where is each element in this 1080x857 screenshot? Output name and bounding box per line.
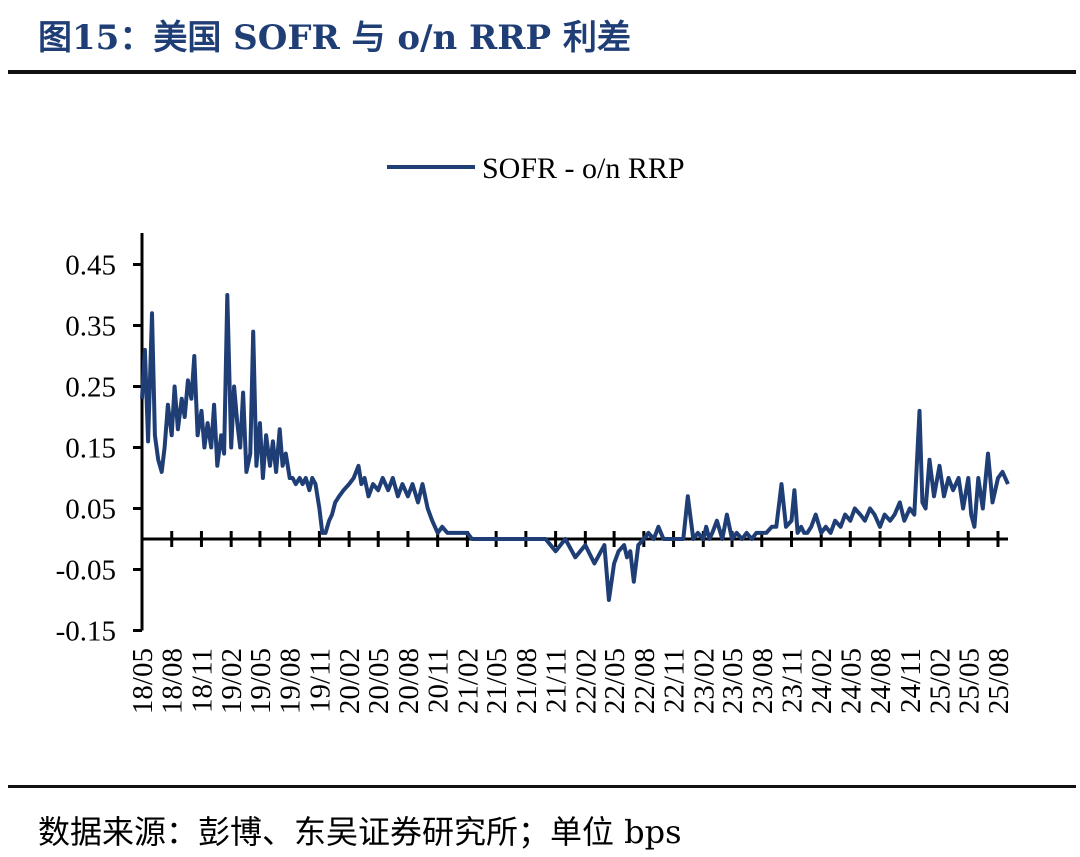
x-tick-label: 20/08: [393, 648, 425, 714]
x-tick-label: 19/02: [216, 648, 248, 714]
x-tick-label: 19/05: [245, 648, 277, 714]
x-tick-label: 20/02: [334, 648, 366, 714]
x-axis-ticks: 18/0518/0818/1119/0219/0519/0819/1120/02…: [127, 531, 1015, 714]
source-rule: [8, 785, 1076, 788]
x-tick-label: 24/02: [806, 648, 838, 714]
x-tick-label: 22/08: [629, 648, 661, 714]
x-tick-label: 23/08: [747, 648, 779, 714]
figure-title: 图15：美国 SOFR 与 o/n RRP 利差: [38, 18, 631, 58]
x-tick-label: 23/11: [777, 648, 809, 713]
x-tick-label: 18/11: [186, 648, 218, 713]
x-tick-label: 20/11: [423, 648, 455, 713]
chart-legend: SOFR - o/n RRP: [387, 152, 685, 185]
legend-label: SOFR - o/n RRP: [482, 152, 685, 185]
x-tick-label: 19/11: [304, 648, 336, 713]
y-tick-label: -0.05: [56, 555, 116, 587]
x-tick-label: 24/05: [835, 648, 867, 714]
x-tick-label: 25/08: [983, 648, 1015, 714]
y-tick-label: -0.15: [56, 616, 116, 648]
line-chart: SOFR - o/n RRP 0.45 0.35 0.25 0.15 0.05 -0.05…: [56, 152, 1015, 714]
y-tick-label: 0.35: [65, 311, 116, 343]
x-tick-label: 24/08: [865, 648, 897, 714]
y-tick-label: 0.05: [65, 494, 116, 526]
x-tick-label: 21/02: [452, 648, 484, 714]
x-tick-label: 25/02: [924, 648, 956, 714]
x-tick-label: 20/05: [363, 648, 395, 714]
x-tick-label: 22/11: [659, 648, 691, 713]
y-tick-label: 0.15: [65, 433, 116, 465]
x-tick-label: 23/05: [717, 648, 749, 714]
x-tick-label: 18/05: [127, 648, 159, 714]
series-line: [140, 293, 1010, 602]
x-tick-label: 21/05: [481, 648, 513, 714]
x-tick-label: 21/11: [541, 648, 573, 713]
y-axis-ticks: 0.45 0.35 0.25 0.15 0.05 -0.05 -0.15: [56, 250, 142, 648]
x-tick-label: 18/08: [157, 648, 189, 714]
x-tick-label: 22/05: [599, 648, 631, 714]
y-tick-label: 0.45: [65, 250, 116, 282]
y-tick-label: 0.25: [65, 372, 116, 404]
data-source-note: 数据来源：彭博、东吴证券研究所；单位 bps: [38, 813, 682, 851]
title-rule: [8, 70, 1076, 74]
x-tick-label: 21/08: [511, 648, 543, 714]
x-tick-label: 25/05: [953, 648, 985, 714]
chart-axes: [140, 233, 1008, 631]
x-tick-label: 22/02: [570, 648, 602, 714]
x-tick-label: 24/11: [895, 648, 927, 713]
x-tick-label: 19/08: [275, 648, 307, 714]
x-tick-label: 23/02: [688, 648, 720, 714]
